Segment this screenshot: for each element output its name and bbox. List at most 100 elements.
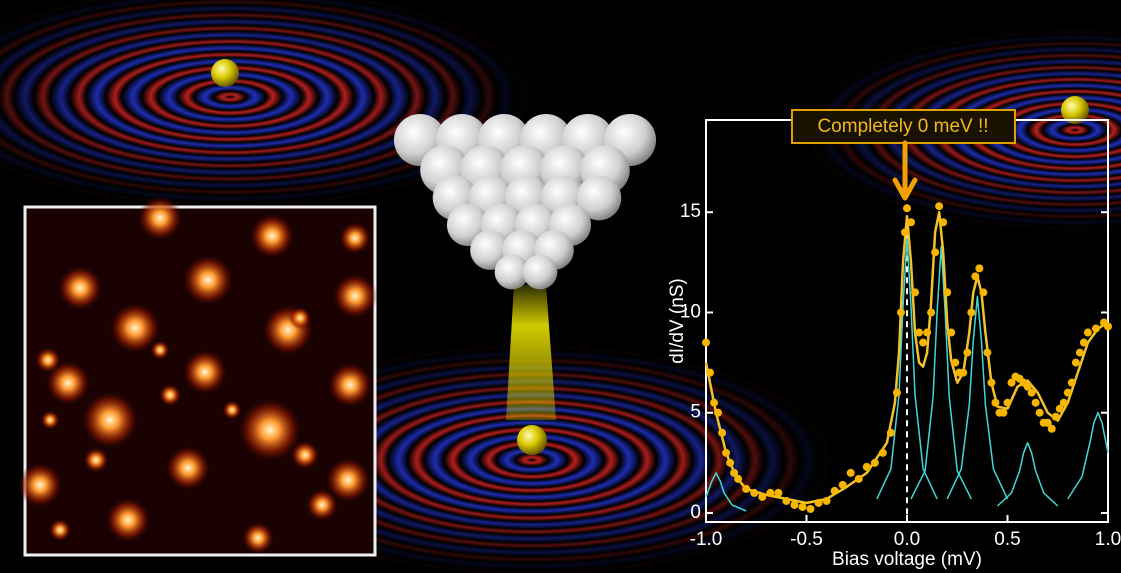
stm-spot [138, 196, 183, 241]
data-point [774, 489, 782, 497]
data-point [742, 485, 750, 493]
data-point [951, 359, 959, 367]
data-point [931, 248, 939, 256]
data-point [782, 497, 790, 505]
data-point [887, 429, 895, 437]
x-tick-label: 0.5 [994, 529, 1020, 550]
data-point [919, 339, 927, 347]
stm-spot [183, 350, 228, 395]
stm-spot [150, 340, 169, 359]
data-point [967, 308, 975, 316]
data-point [897, 308, 905, 316]
data-point [1104, 323, 1112, 331]
stm-spot [328, 363, 373, 408]
data-point [815, 499, 823, 507]
stm-spot [333, 274, 378, 319]
data-point [702, 339, 710, 347]
data-point [766, 489, 774, 497]
data-point [1076, 349, 1084, 357]
y-tick-label: 0 [690, 502, 701, 523]
data-point [726, 459, 734, 467]
data-point [987, 379, 995, 387]
data-point [1028, 389, 1036, 397]
stm-spot [40, 410, 59, 429]
data-point [839, 481, 847, 489]
data-point [1036, 409, 1044, 417]
stm-spot [81, 391, 139, 449]
data-point [1004, 399, 1012, 407]
data-point [975, 264, 983, 272]
data-point [710, 399, 718, 407]
data-point [1084, 329, 1092, 337]
data-point [1080, 339, 1088, 347]
y-tick-label: 10 [680, 301, 701, 322]
data-point [939, 218, 947, 226]
data-point [863, 463, 871, 471]
data-point [734, 475, 742, 483]
data-point [807, 505, 815, 513]
data-point [947, 329, 955, 337]
data-point [855, 475, 863, 483]
data-point [943, 288, 951, 296]
data-point [893, 389, 901, 397]
data-point [927, 308, 935, 316]
stm-spot [106, 498, 151, 543]
data-point [750, 489, 758, 497]
data-point [871, 459, 879, 467]
x-tick-label: -0.5 [790, 529, 823, 550]
data-point [1048, 425, 1056, 433]
stm-spot [49, 519, 71, 541]
annotation-text: Completely 0 meV !! [817, 116, 988, 137]
stm-spot [166, 446, 211, 491]
x-axis-label: Bias voltage (mV) [832, 549, 982, 570]
stm-spot [250, 214, 295, 259]
data-point [979, 288, 987, 296]
data-point [1032, 399, 1040, 407]
data-point [935, 202, 943, 210]
data-point [1060, 399, 1068, 407]
data-point [823, 497, 831, 505]
data-point [971, 272, 979, 280]
data-point [911, 288, 919, 296]
stm-spot [182, 254, 233, 305]
adatom [211, 59, 239, 87]
data-point [706, 369, 714, 377]
data-point [722, 449, 730, 457]
y-tick-label: 5 [690, 402, 701, 423]
stm-spot [222, 400, 241, 419]
data-point [983, 349, 991, 357]
data-point [831, 487, 839, 495]
stm-spot [291, 441, 320, 470]
data-point [758, 493, 766, 501]
y-tick-label: 15 [680, 201, 701, 222]
stm-image [18, 196, 378, 555]
data-point [718, 429, 726, 437]
data-point [847, 469, 855, 477]
illustration: dI/dV (nS) Bias voltage (mV) 051015-1.0-… [0, 0, 1121, 573]
data-point [999, 409, 1007, 417]
stm-spot [242, 522, 274, 554]
stm-spot [58, 266, 103, 311]
tip-atom [523, 255, 558, 290]
data-point [991, 399, 999, 407]
data-point [901, 228, 909, 236]
data-point [1092, 325, 1100, 333]
data-point [798, 503, 806, 511]
data-point [879, 449, 887, 457]
stm-spot [83, 447, 109, 473]
stm-spot [18, 463, 63, 508]
data-point [1072, 359, 1080, 367]
adatom [517, 425, 547, 455]
data-point [915, 329, 923, 337]
x-tick-label: 1.0 [1095, 529, 1121, 550]
data-point [923, 329, 931, 337]
stm-spot [46, 361, 91, 406]
stm-spot [339, 222, 371, 254]
data-point [1068, 379, 1076, 387]
stm-spot [306, 489, 338, 521]
data-point [907, 218, 915, 226]
data-point [1052, 413, 1060, 421]
data-point [903, 204, 911, 212]
x-tick-label: -1.0 [690, 529, 723, 550]
data-point [959, 369, 967, 377]
